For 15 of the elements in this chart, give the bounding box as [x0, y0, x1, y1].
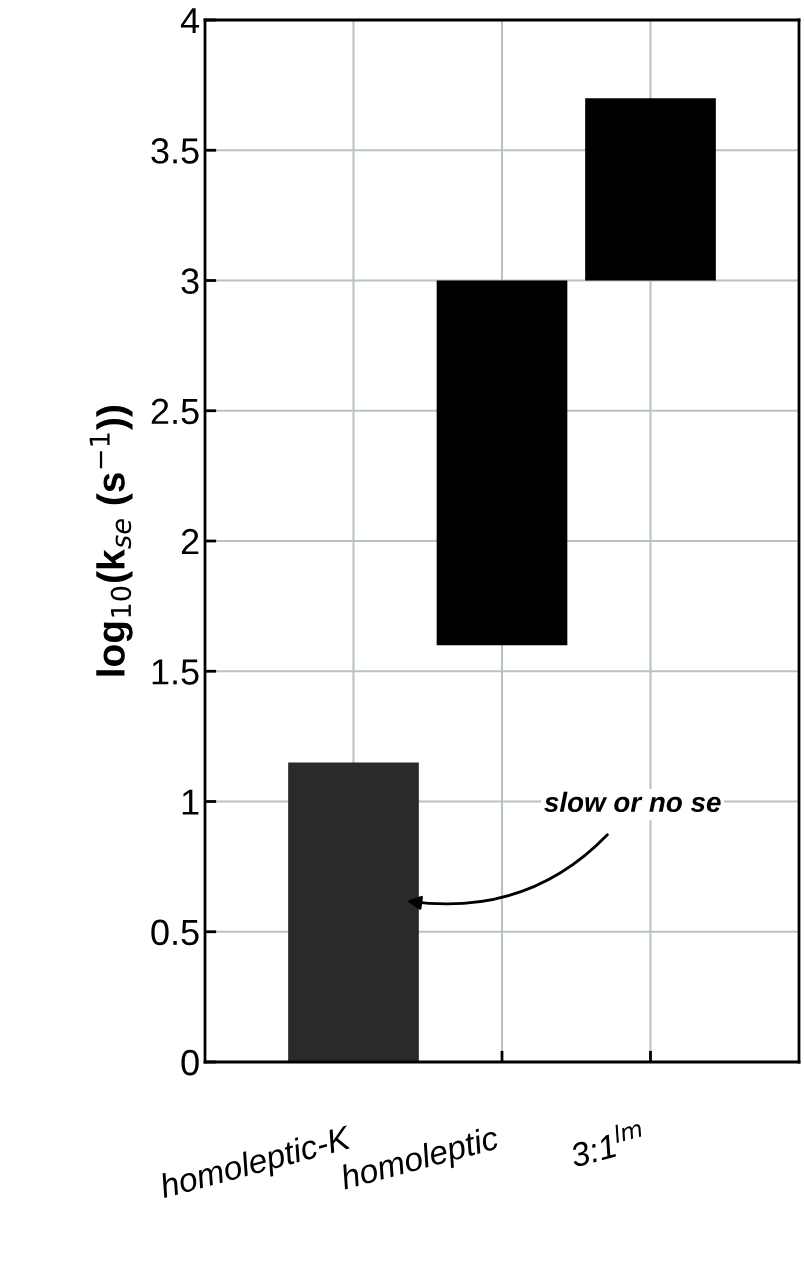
y-tick-label: 0 [181, 1049, 199, 1076]
y-tick-label: 1 [182, 789, 199, 815]
y-axis-title: log$_{10}$(k$_{se}$ (s$^{−1}$)) [89, 406, 133, 676]
y-tick-label: 0.5 [151, 919, 199, 946]
y-tick-label: 2 [181, 528, 199, 555]
y-tick-label: 1.5 [152, 659, 199, 685]
bar [436, 280, 568, 646]
y-tick-label: 2.5 [151, 398, 199, 425]
y-tick-label: 3 [181, 268, 199, 294]
y-tick-label: 3.5 [151, 138, 199, 164]
bar [288, 762, 419, 1062]
bar [585, 98, 716, 281]
annotation: slow or no se [544, 791, 721, 813]
x-tick-label: 3:1$^{lm}$ [567, 1118, 647, 1168]
y-tick-label: 4 [180, 8, 200, 34]
